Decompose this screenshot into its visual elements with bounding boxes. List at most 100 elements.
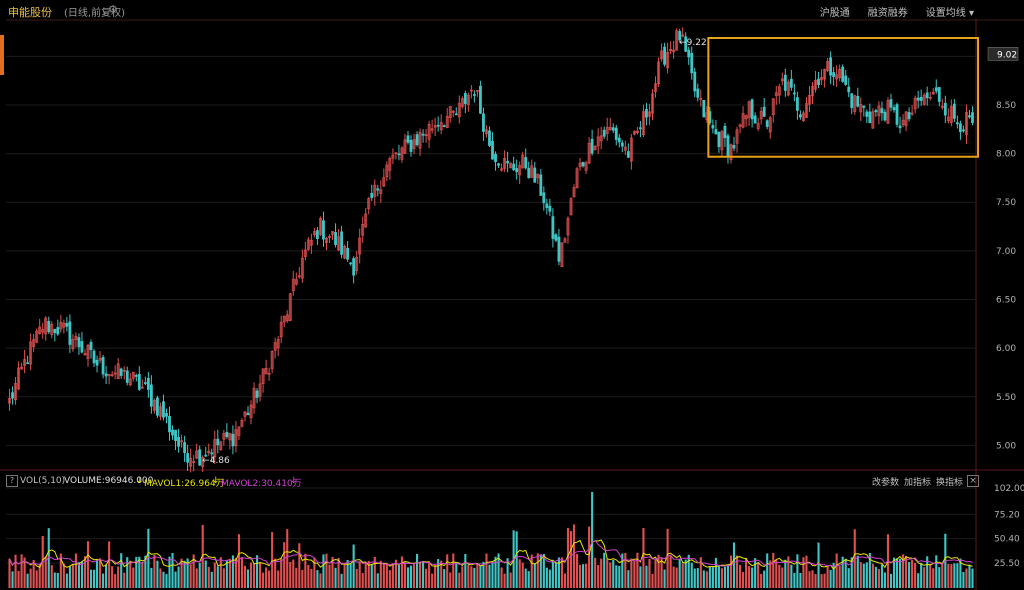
volume-bar (198, 562, 201, 588)
candle-body (41, 329, 45, 333)
volume-bar (883, 572, 887, 588)
volume-bar (895, 558, 899, 588)
volume-bar (672, 566, 675, 588)
volume-bar (156, 560, 159, 588)
stock-name[interactable]: 申能股份 (8, 6, 52, 19)
switch-indicator-button[interactable]: 换指标 (936, 478, 964, 488)
gear-icon[interactable]: ⚙ (108, 3, 118, 16)
candle-body (288, 293, 292, 321)
volume-bar (35, 570, 38, 588)
edit-params-button[interactable]: 改参数 (872, 478, 900, 488)
candle-body (765, 120, 769, 127)
volume-bar (425, 568, 428, 588)
candle-body (548, 205, 552, 212)
adjust-mode: (日线,前复权) (64, 8, 125, 19)
candle-body (376, 188, 380, 191)
candle-body (847, 86, 851, 93)
candle-body (971, 112, 974, 123)
volume-bar (609, 562, 612, 588)
candle-body (261, 368, 265, 384)
candle-body (17, 367, 20, 390)
candle-body (201, 457, 205, 468)
candle-body (168, 416, 171, 433)
vol-label: VOL(5,10) (20, 476, 66, 486)
candle-body (38, 326, 42, 334)
candle-body (922, 94, 926, 105)
volume-bar (89, 569, 93, 588)
volume-bar (86, 541, 90, 588)
candle-body (430, 128, 434, 131)
help-icon[interactable]: ? (6, 475, 18, 487)
candle-body (427, 123, 431, 140)
volume-bar (820, 574, 823, 588)
candle-body (500, 168, 503, 171)
candle-body (98, 358, 102, 361)
candle-body (949, 106, 953, 123)
candle-body (639, 127, 642, 130)
volume-bar (171, 552, 174, 588)
candle-body (174, 429, 177, 442)
volume-bar (274, 558, 277, 588)
candle-body (448, 106, 452, 118)
volume-bar (334, 567, 337, 588)
volume-tick-label: 25.50 (994, 559, 1020, 569)
candle-body (593, 146, 597, 151)
candle-body (768, 117, 772, 133)
volume-bar (953, 563, 956, 588)
volume-bar (808, 571, 811, 588)
volume-bar (419, 562, 422, 588)
candle-body (192, 461, 196, 463)
volume-bar (684, 559, 687, 588)
candle-body (228, 432, 232, 441)
volume-bar (666, 528, 669, 588)
candle-body (479, 85, 482, 114)
volume-bar (174, 571, 177, 588)
menu-margin[interactable]: 融资融券 (867, 8, 908, 19)
candle-body (892, 107, 896, 111)
candle-body (403, 139, 407, 154)
candle-body (26, 362, 30, 365)
volume-bar (708, 566, 711, 588)
candle-body (62, 322, 66, 328)
volume-bar (569, 531, 573, 588)
volume-bar (382, 562, 385, 588)
candle-body (587, 142, 591, 164)
volume-bar (917, 573, 920, 588)
candle-body (216, 438, 220, 446)
volume-bar (271, 532, 274, 588)
volume-bar (340, 573, 343, 588)
candle-body (805, 103, 808, 118)
down-arrow-icon: ↓ (136, 476, 144, 486)
volume-bar (905, 555, 908, 588)
mavol2-value: MAVOL2:30.410万 (221, 479, 302, 489)
candle-body (68, 321, 72, 345)
candle-body (80, 341, 84, 353)
candle-body (451, 110, 455, 113)
candle-body (660, 50, 663, 60)
volume-bar (222, 568, 225, 588)
volume-bar (678, 558, 681, 588)
candle-body (476, 90, 479, 92)
candle-body (557, 236, 561, 262)
candle-body (596, 136, 600, 147)
candle-body (409, 139, 413, 152)
volume-bar (183, 560, 186, 588)
candle-body (258, 383, 262, 397)
volume-bar (59, 553, 62, 588)
candle-body (931, 91, 935, 95)
volume-bar (889, 573, 893, 588)
volume-bar (877, 569, 880, 588)
volume-bar (17, 570, 20, 588)
price-tick-label: 7.50 (996, 198, 1016, 208)
add-indicator-button[interactable]: 加指标 (904, 478, 932, 488)
candle-body (774, 92, 778, 96)
candle-body (44, 317, 48, 335)
volume-bar (732, 542, 736, 588)
candle-body (841, 66, 845, 82)
menu-ma-settings[interactable]: 设置均线 ▾ (925, 8, 974, 19)
candle-body (916, 97, 920, 101)
candle-body (397, 153, 401, 156)
close-icon[interactable]: × (967, 475, 979, 487)
menu-hk-connect[interactable]: 沪股通 (819, 8, 850, 19)
